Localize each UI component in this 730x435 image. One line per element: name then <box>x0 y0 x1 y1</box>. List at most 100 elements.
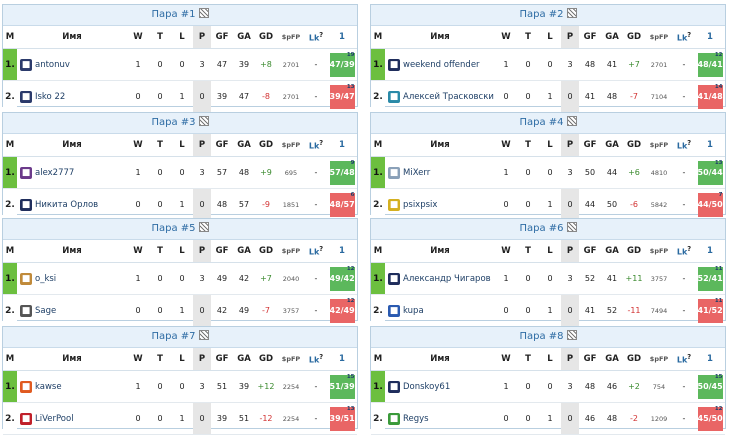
col-round-1[interactable]: 1 <box>695 348 725 371</box>
score-cell[interactable]: 44/50 7 <box>695 188 725 221</box>
col-lk[interactable]: Lk? <box>305 240 327 263</box>
grid-icon[interactable] <box>566 330 577 340</box>
player-cell[interactable]: ■ Алексей Трасковски <box>385 80 495 113</box>
player-name-link[interactable]: antonuv <box>35 59 70 70</box>
pair-title[interactable]: Пара #2 <box>371 5 725 26</box>
col-p[interactable]: P <box>193 348 211 371</box>
player-name-link[interactable]: o_ksi <box>35 273 57 284</box>
col-spfp[interactable]: $pFP <box>645 26 673 49</box>
player-cell[interactable]: ■ Isko 22 <box>17 80 127 113</box>
col-t[interactable]: T <box>149 240 171 263</box>
score-badge[interactable]: 39/47 13 <box>329 84 355 109</box>
col-name[interactable]: Имя <box>385 348 495 371</box>
player-cell[interactable]: ■ weekend offender <box>385 48 495 81</box>
col-p[interactable]: P <box>561 348 579 371</box>
player-name-link[interactable]: kawse <box>35 381 62 392</box>
grid-icon[interactable] <box>198 8 209 18</box>
col-t[interactable]: T <box>517 134 539 157</box>
col-w[interactable]: W <box>127 240 149 263</box>
col-name[interactable]: Имя <box>385 240 495 263</box>
score-cell[interactable]: 50/44 13 <box>695 156 725 189</box>
col-gd[interactable]: GD <box>255 240 277 263</box>
player-name-link[interactable]: psixpsix <box>403 199 438 210</box>
player-name-link[interactable]: Regys <box>403 413 429 424</box>
score-badge[interactable]: 52/41 11 <box>697 266 723 291</box>
player-name-link[interactable]: Sage <box>35 305 57 316</box>
col-ga[interactable]: GA <box>233 240 255 263</box>
col-lk[interactable]: Lk? <box>673 134 695 157</box>
score-badge[interactable]: 49/42 12 <box>329 266 355 291</box>
player-cell[interactable]: ■ Никита Орлов <box>17 188 127 221</box>
col-lk[interactable]: Lk? <box>305 134 327 157</box>
score-cell[interactable]: 39/47 13 <box>327 80 357 113</box>
score-badge[interactable]: 42/49 12 <box>329 298 355 323</box>
col-w[interactable]: W <box>127 134 149 157</box>
grid-icon[interactable] <box>198 116 209 126</box>
col-l[interactable]: L <box>539 134 561 157</box>
player-name-link[interactable]: Алексей Трасковски <box>403 91 494 102</box>
col-gd[interactable]: GD <box>255 134 277 157</box>
grid-icon[interactable] <box>566 8 577 18</box>
col-l[interactable]: L <box>171 348 193 371</box>
col-gf[interactable]: GF <box>211 26 233 49</box>
col-round-1[interactable]: 1 <box>327 348 357 371</box>
col-l[interactable]: L <box>539 26 561 49</box>
col-lk[interactable]: Lk? <box>305 348 327 371</box>
col-t[interactable]: T <box>517 348 539 371</box>
player-name-link[interactable]: Isko 22 <box>35 91 66 102</box>
col-gf[interactable]: GF <box>211 134 233 157</box>
grid-icon[interactable] <box>198 222 209 232</box>
player-cell[interactable]: ■ psixpsix <box>385 188 495 221</box>
col-name[interactable]: Имя <box>385 26 495 49</box>
col-gd[interactable]: GD <box>623 240 645 263</box>
score-cell[interactable]: 51/39 15 <box>327 370 357 403</box>
col-p[interactable]: P <box>561 134 579 157</box>
col-lk[interactable]: Lk? <box>673 348 695 371</box>
col-name[interactable]: Имя <box>17 134 127 157</box>
col-round-1[interactable]: 1 <box>695 26 725 49</box>
col-spfp[interactable]: $pFP <box>277 240 305 263</box>
col-lk[interactable]: Lk? <box>305 26 327 49</box>
col-round-1[interactable]: 1 <box>327 26 357 49</box>
col-gf[interactable]: GF <box>211 348 233 371</box>
col-spfp[interactable]: $pFP <box>645 240 673 263</box>
score-badge[interactable]: 51/39 15 <box>329 374 355 399</box>
col-spfp[interactable]: $pFP <box>645 348 673 371</box>
col-gd[interactable]: GD <box>623 26 645 49</box>
col-gd[interactable]: GD <box>255 348 277 371</box>
col-round-1[interactable]: 1 <box>695 134 725 157</box>
score-cell[interactable]: 57/48 9 <box>327 156 357 189</box>
col-gd[interactable]: GD <box>255 26 277 49</box>
score-badge[interactable]: 48/57 6 <box>329 192 355 217</box>
player-cell[interactable]: ■ Sage <box>17 294 127 327</box>
col-ga[interactable]: GA <box>601 240 623 263</box>
col-round-1[interactable]: 1 <box>327 134 357 157</box>
pair-title[interactable]: Пара #1 <box>3 5 357 26</box>
score-badge[interactable]: 47/39 19 <box>329 52 355 77</box>
player-cell[interactable]: ■ o_ksi <box>17 262 127 295</box>
col-ga[interactable]: GA <box>601 26 623 49</box>
col-t[interactable]: T <box>517 26 539 49</box>
col-w[interactable]: W <box>495 240 517 263</box>
score-badge[interactable]: 39/51 13 <box>329 406 355 431</box>
player-cell[interactable]: ■ Donskoy61 <box>385 370 495 403</box>
player-name-link[interactable]: Никита Орлов <box>35 199 99 210</box>
player-cell[interactable]: ■ alex2777 <box>17 156 127 189</box>
score-badge[interactable]: 41/48 14 <box>697 84 723 109</box>
score-badge[interactable]: 45/50 12 <box>697 406 723 431</box>
col-spfp[interactable]: $pFP <box>277 134 305 157</box>
score-cell[interactable]: 50/45 15 <box>695 370 725 403</box>
grid-icon[interactable] <box>566 222 577 232</box>
score-cell[interactable]: 52/41 11 <box>695 262 725 295</box>
pair-title[interactable]: Пара #8 <box>371 327 725 348</box>
score-cell[interactable]: 48/57 6 <box>327 188 357 221</box>
player-cell[interactable]: ■ kawse <box>17 370 127 403</box>
col-p[interactable]: P <box>193 240 211 263</box>
player-name-link[interactable]: alex2777 <box>35 167 75 178</box>
col-ga[interactable]: GA <box>233 134 255 157</box>
col-t[interactable]: T <box>517 240 539 263</box>
player-name-link[interactable]: LiVerPool <box>35 413 74 424</box>
col-name[interactable]: Имя <box>17 240 127 263</box>
col-gf[interactable]: GF <box>579 348 601 371</box>
score-cell[interactable]: 42/49 12 <box>327 294 357 327</box>
